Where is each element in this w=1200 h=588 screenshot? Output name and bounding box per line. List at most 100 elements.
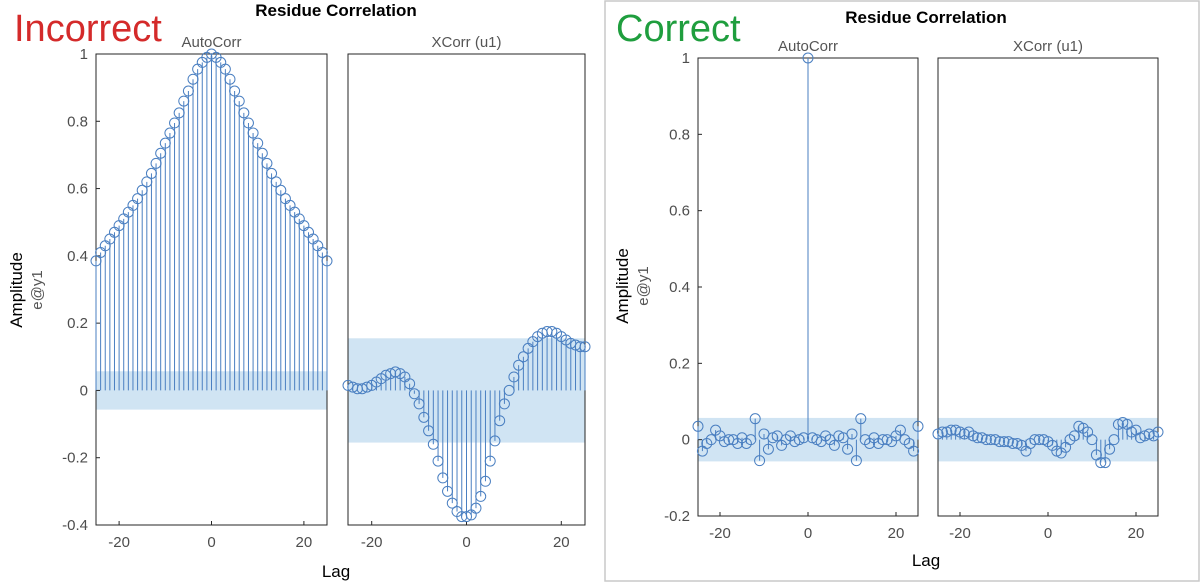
stem-marker [342, 379, 354, 391]
stem-marker [150, 157, 162, 169]
subplot-0: AutoCorr -0.4 -0.2 0 0.2 0.4 0.6 0.8 1 -20 0 20 [62, 34, 333, 551]
stem-marker [132, 193, 144, 205]
ylabel-left: Amplitude [7, 252, 26, 328]
plot-area: AutoCorr -0.4 -0.2 0 0.2 0.4 0.6 0.8 1 -20 0 20 XCor… [62, 34, 1164, 551]
stem-marker [461, 511, 472, 523]
stem-marker [745, 434, 757, 446]
x-tick-label: 0 [207, 534, 215, 551]
stem-marker [980, 434, 992, 446]
stem-marker [985, 434, 997, 446]
stem-marker [155, 147, 167, 159]
stem-marker [513, 359, 525, 371]
x-tick-label: 0 [462, 534, 470, 551]
stem-marker [1007, 437, 1019, 449]
x-tick-label: 0 [1044, 525, 1052, 542]
status-label-correct: Correct [616, 8, 741, 50]
stem-marker [1068, 430, 1080, 442]
correct-figure-border [604, 0, 1200, 582]
stem-marker [380, 369, 392, 381]
y-tick-label: 0.6 [669, 203, 690, 220]
stem-marker [141, 176, 153, 188]
stem-marker [321, 255, 333, 267]
stem-marker [1016, 439, 1028, 451]
stem-marker [894, 424, 906, 436]
stem-marker [546, 326, 558, 338]
subplot-title: XCorr (u1) [1013, 38, 1083, 55]
stem-marker [173, 107, 185, 119]
x-tick-label: 20 [296, 534, 313, 551]
figure-title-left: Residue Correlation [255, 1, 417, 20]
stem-marker [579, 341, 591, 353]
stem-marker [1033, 434, 1045, 446]
stem-marker [1086, 434, 1098, 446]
stem-marker [868, 432, 880, 444]
stem-marker [710, 424, 722, 436]
ysublabel-right: e@y1 [635, 266, 652, 305]
stem-marker [266, 167, 278, 179]
y-tick-label: 0.2 [67, 315, 88, 332]
stem-marker [908, 445, 920, 457]
stem-marker [145, 167, 157, 179]
stem-marker [247, 127, 259, 139]
stem-marker [418, 411, 430, 423]
xlabel-right: Lag [912, 551, 940, 570]
stem-marker [877, 434, 889, 446]
stem-marker [864, 437, 876, 449]
x-tick-label: 20 [553, 534, 570, 551]
stem-marker [565, 337, 577, 349]
stem-marker [1104, 443, 1116, 455]
y-tick-label: 0.6 [67, 181, 88, 198]
stem-marker [886, 436, 898, 448]
stem-marker [736, 432, 748, 444]
stem-marker [489, 435, 501, 447]
stem-marker [479, 475, 491, 487]
stem-marker [427, 438, 439, 450]
stem-marker [187, 73, 199, 85]
stem-marker [90, 255, 102, 267]
stem-marker [484, 455, 496, 467]
figure-title-right: Residue Correlation [845, 8, 1007, 27]
stem-marker [442, 485, 454, 497]
stem-marker [219, 63, 231, 75]
y-tick-label: 0.4 [67, 248, 88, 265]
x-tick-label: 20 [1128, 525, 1145, 542]
stem-marker [316, 246, 328, 258]
y-tick-label: 0 [80, 382, 88, 399]
stem-marker [238, 107, 250, 119]
stem-marker [159, 137, 171, 149]
ylabel-right: Amplitude [613, 248, 632, 324]
stem-marker [498, 398, 510, 410]
stem-marker [776, 439, 788, 451]
stem-marker [256, 147, 268, 159]
stem-marker [1095, 457, 1107, 469]
y-tick-label: 0.2 [669, 355, 690, 372]
subplot-2: AutoCorr -0.2 0 0.2 0.4 0.6 0.8 1 -20 0 20 [664, 38, 924, 542]
stem-marker [494, 415, 506, 427]
subplot-1: XCorr (u1) -20 0 20 [342, 34, 591, 551]
stem-marker [233, 95, 245, 107]
stem-marker [385, 368, 397, 380]
stem-marker [945, 424, 957, 436]
y-tick-label: 0.8 [67, 113, 88, 130]
stem-marker [749, 413, 761, 425]
subplot-title: AutoCorr [181, 34, 241, 51]
y-tick-label: -0.4 [62, 517, 88, 534]
stem-marker [855, 413, 867, 425]
y-tick-label: -0.2 [664, 508, 690, 525]
y-tick-label: 0.8 [669, 126, 690, 143]
y-tick-label: 1 [682, 50, 690, 67]
stem-marker [169, 117, 181, 129]
y-tick-label: 1 [80, 46, 88, 63]
stem-marker [242, 117, 254, 129]
stem-marker [828, 439, 840, 451]
subplot-title: AutoCorr [778, 38, 838, 55]
stem-marker [802, 52, 814, 64]
stem-marker [754, 455, 766, 467]
x-tick-label: -20 [361, 534, 383, 551]
stem-marker [270, 176, 282, 188]
stem-marker [1099, 457, 1111, 469]
stem-marker [994, 436, 1006, 448]
stem-marker [404, 378, 416, 390]
stem-marker [164, 127, 176, 139]
